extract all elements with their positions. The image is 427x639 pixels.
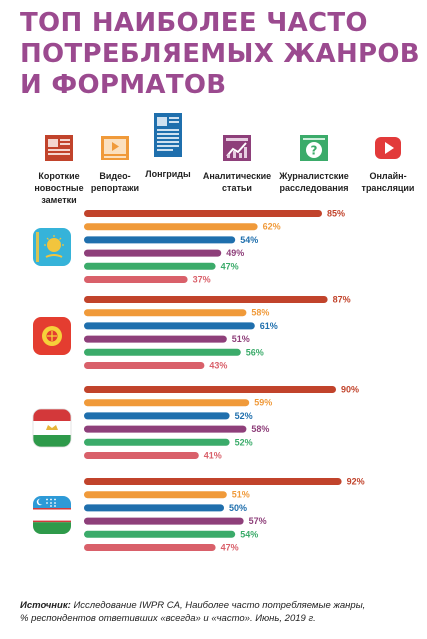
bar-value-label: 41%: [204, 451, 222, 461]
bar: [84, 322, 255, 330]
bar-value-label: 56%: [246, 347, 264, 357]
bar-value-label: 47%: [221, 543, 239, 553]
bar: [84, 249, 222, 257]
bar-value-label: 59%: [254, 398, 272, 408]
title-line-1: ТОП НАИБОЛЕЕ ЧАСТО: [20, 8, 368, 38]
source-note: Источник: Исследование IWPR CA, Наиболее…: [20, 599, 415, 625]
svg-text:?: ?: [311, 144, 318, 158]
bar-value-label: 58%: [251, 308, 269, 318]
bar: [84, 223, 258, 231]
legend-label: репортажи: [90, 183, 140, 193]
bar: [84, 296, 328, 303]
bar: [84, 335, 227, 343]
bar: [84, 452, 199, 459]
bar: [84, 491, 227, 499]
bar-value-label: 87%: [333, 295, 351, 305]
source-label: Источник:: [20, 600, 71, 611]
online-stream-play-icon: [375, 137, 401, 159]
bar: [84, 309, 247, 317]
bar-value-label: 52%: [235, 437, 253, 447]
bars-layer: 85% 62% 54% 49% 47% 37% 87% 58% 61% 51% 56% 43% 90% 5…: [84, 209, 365, 553]
uzbekistan-flag-icon: [33, 496, 71, 534]
bar-value-label: 54%: [240, 529, 258, 539]
longread-icon: [154, 113, 182, 157]
bar: [84, 544, 216, 551]
bar: [84, 236, 236, 244]
bar-value-label: 50%: [229, 503, 247, 513]
legend-label: Онлайн-: [369, 171, 407, 181]
analytics-chart-icon: [223, 135, 251, 161]
source-text-line-1: Исследование IWPR CA, Наиболее часто пот…: [70, 600, 366, 611]
bar-value-label: 52%: [235, 411, 253, 421]
bar-value-label: 85%: [327, 209, 345, 219]
bar: [84, 362, 205, 369]
legend-label: статьи: [222, 183, 252, 193]
bar-value-label: 51%: [232, 334, 250, 344]
bar-value-label: 37%: [193, 275, 211, 285]
bar-value-label: 49%: [226, 248, 244, 258]
bar: [84, 412, 230, 420]
bar: [84, 425, 247, 433]
bar: [84, 210, 322, 217]
bar-value-label: 62%: [263, 222, 281, 232]
bar: [84, 348, 241, 356]
bar: [84, 262, 216, 270]
bar: [84, 504, 224, 512]
bar-value-label: 58%: [251, 424, 269, 434]
legend-label: Короткие: [38, 171, 80, 181]
bar: [84, 386, 336, 393]
bar-value-label: 43%: [209, 361, 227, 371]
legend-label: заметки: [41, 195, 77, 205]
bar-value-label: 47%: [221, 261, 239, 271]
bar-value-label: 92%: [347, 477, 365, 487]
legend-label: Лонгриды: [145, 169, 191, 179]
title-line-2: ПОТРЕБЛЯЕМЫХ ЖАНРОВ: [20, 39, 420, 69]
legend-label: трансляции: [361, 183, 415, 193]
bar: [84, 276, 188, 283]
bar: [84, 530, 236, 538]
bar-value-label: 61%: [260, 321, 278, 331]
bar: [84, 478, 342, 485]
bar-value-label: 51%: [232, 490, 250, 500]
legend-label: Журналистские: [279, 171, 349, 181]
news-note-icon: [45, 135, 73, 161]
title-line-3: И ФОРМАТОВ: [20, 70, 227, 100]
legend-label: расследования: [279, 183, 349, 193]
bar: [84, 399, 250, 407]
legend-label: новостные: [34, 183, 84, 193]
bar: [84, 517, 244, 525]
bar-value-label: 57%: [249, 516, 267, 526]
investigation-question-icon: ?: [300, 135, 328, 161]
kazakhstan-flag-icon: [33, 228, 71, 266]
kyrgyzstan-flag-icon: [33, 317, 71, 355]
bar-value-label: 54%: [240, 235, 258, 245]
bar-value-label: 90%: [341, 385, 359, 395]
bar: [84, 438, 230, 446]
legend-label: Видео-: [99, 171, 131, 181]
video-report-icon: [101, 136, 129, 160]
legend-label: Аналитические: [202, 171, 272, 181]
source-text-line-2: % респондентов ответивших «всегда» и «ча…: [20, 613, 316, 624]
tajikistan-flag-icon: [32, 408, 72, 448]
page-title: ТОП НАИБОЛЕЕ ЧАСТО ПОТРЕБЛЯЕМЫХ ЖАНРОВ И…: [20, 8, 420, 101]
